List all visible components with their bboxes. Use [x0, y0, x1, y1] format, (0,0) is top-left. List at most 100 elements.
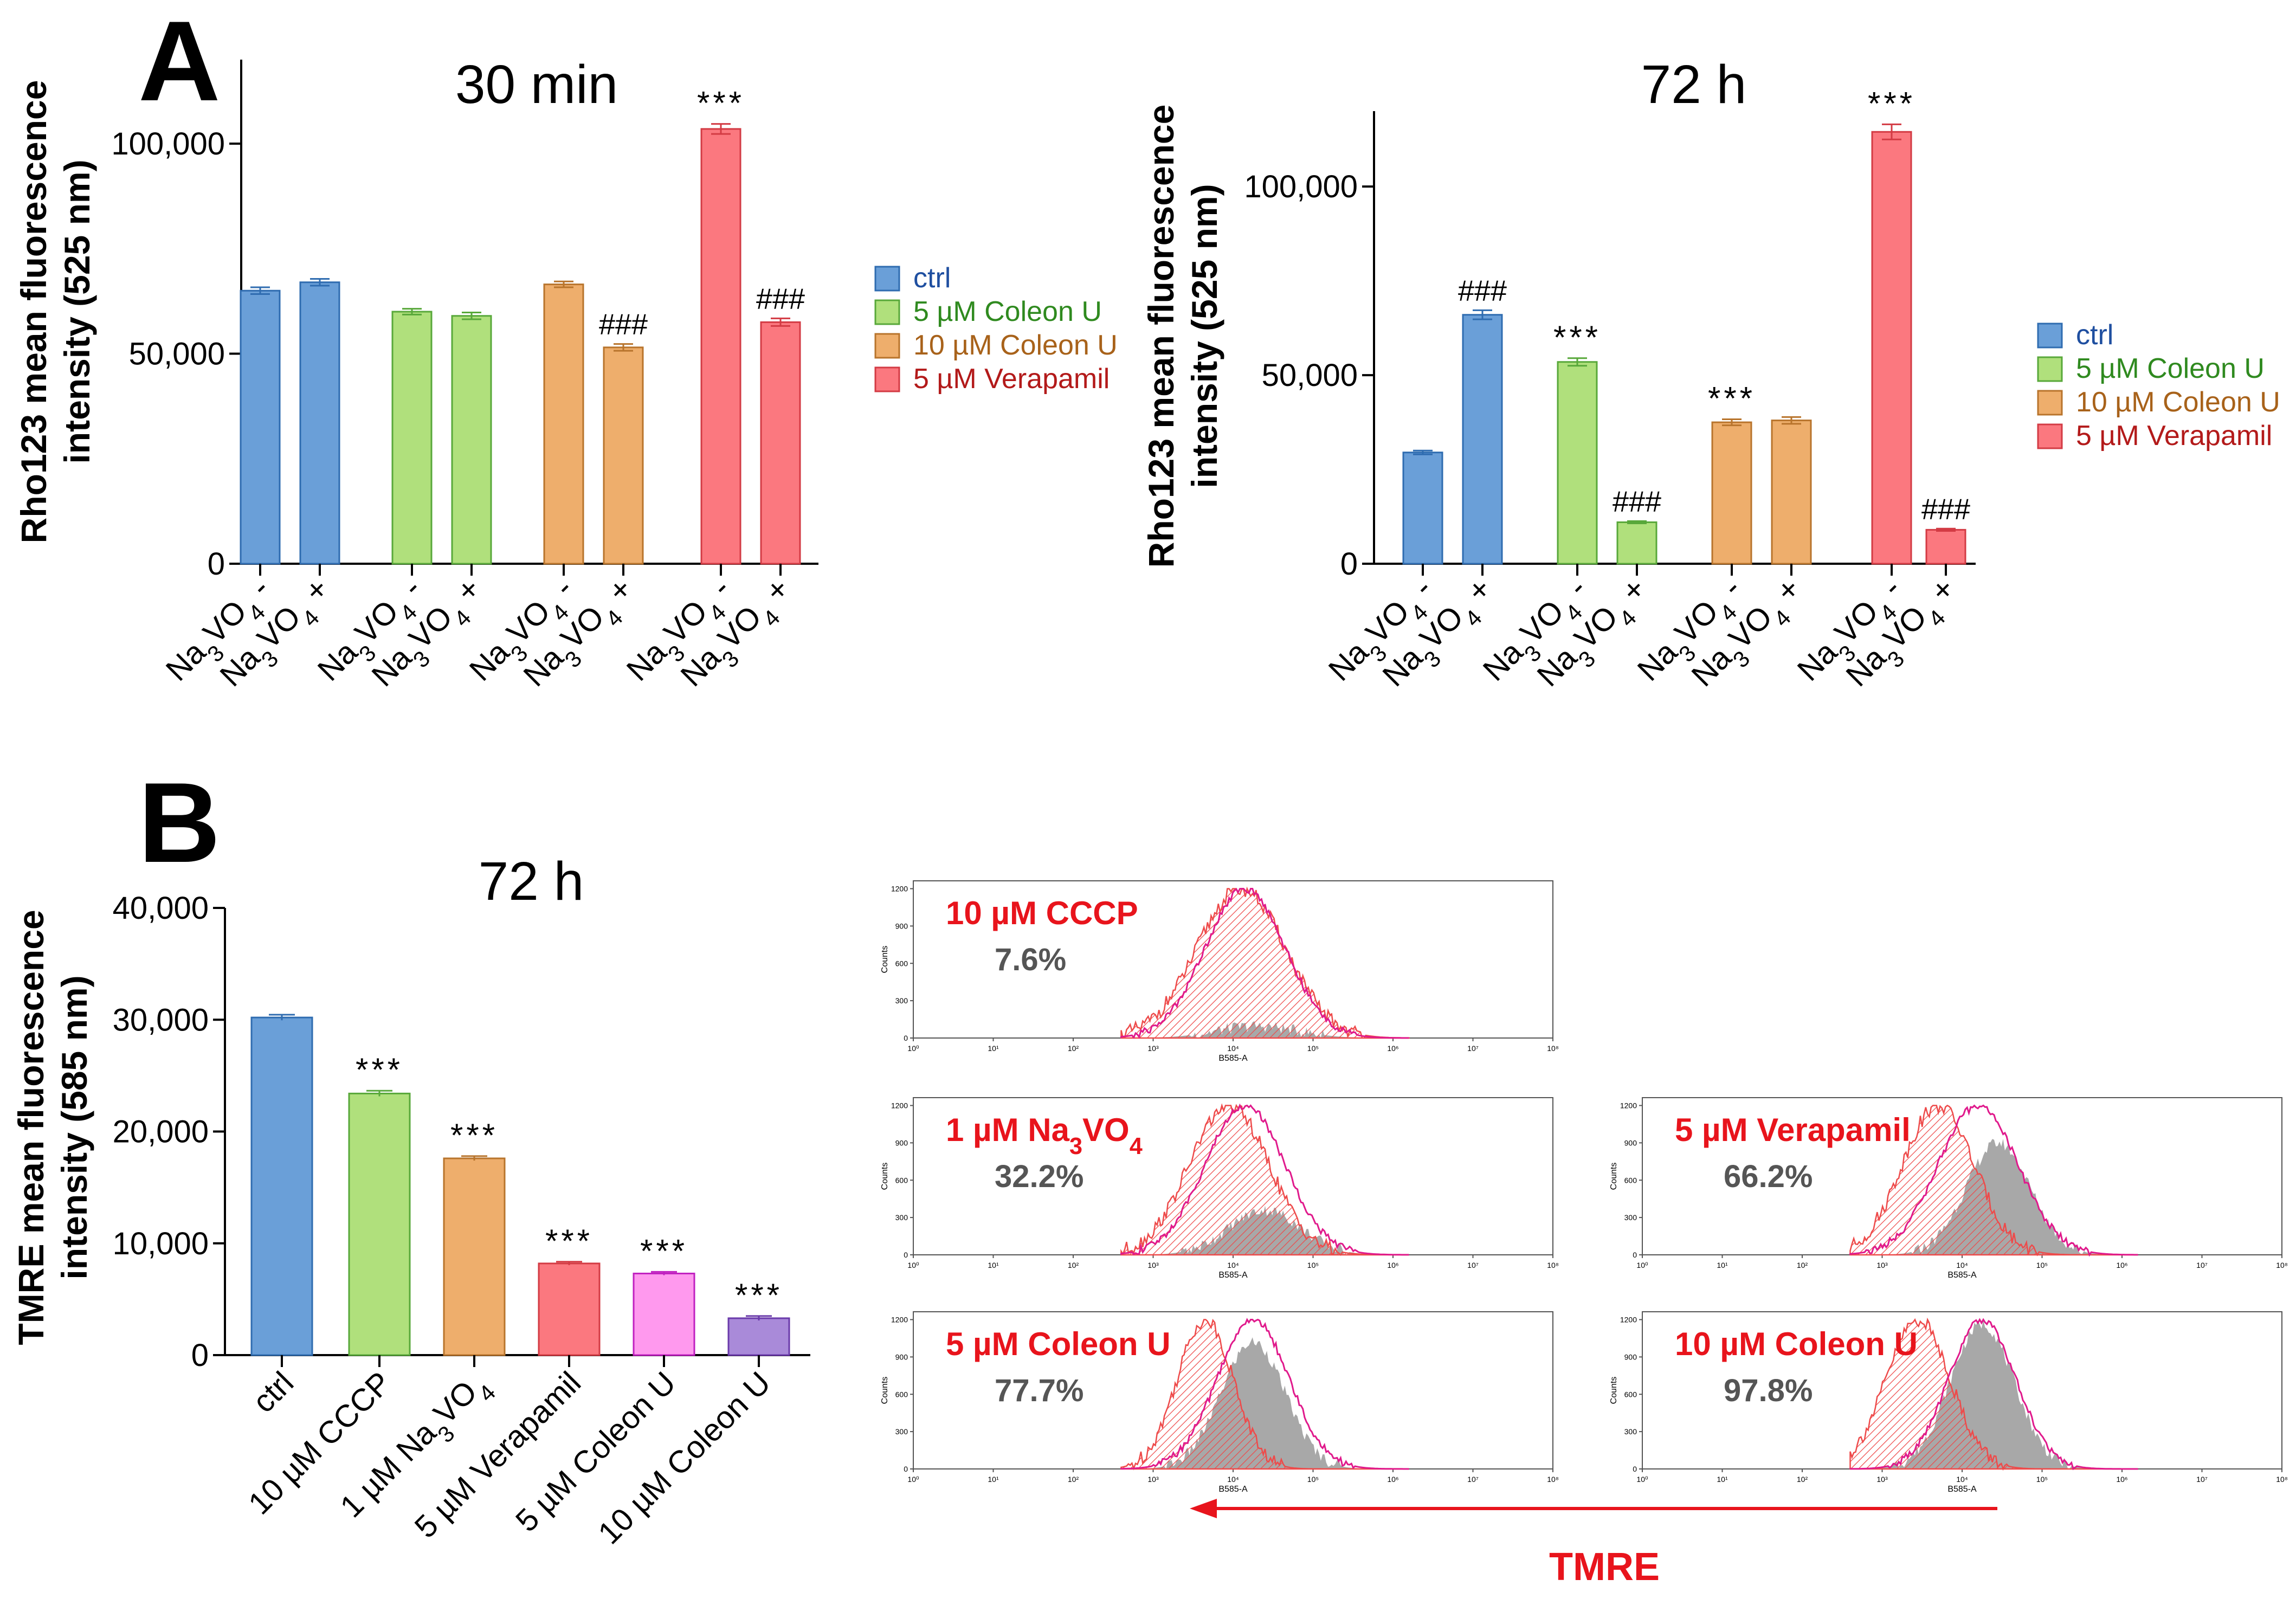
significance-stars: ***: [1553, 319, 1601, 356]
hist-x-tick-label: 10²: [1068, 1044, 1079, 1053]
bar: [1616, 521, 1657, 565]
hist-y-tick-label: 300: [895, 1213, 908, 1222]
hist-x-tick-label: 10⁶: [1387, 1044, 1398, 1053]
flow-histograms: 0 300 600 900 1200 Counts 10⁰ 10¹ 10² 10³ 10⁴ 10⁵ 10…: [880, 880, 2288, 1494]
hist-x-tick-label: 10⁸: [1547, 1475, 1559, 1484]
significance-stars: ***: [545, 1223, 593, 1259]
legend-swatch: [2037, 390, 2063, 416]
hist-magenta-curve: [1120, 888, 1409, 1039]
tmre-label: TMRE: [1549, 1545, 1660, 1589]
legend-swatch: [874, 266, 900, 292]
y-axis-title: Rho123 mean fluorescence: [1141, 105, 1181, 568]
legend-swatch: [2037, 323, 2063, 349]
chart-rho123-72h: 72 h 0 50,000 100,000 Rho123 mean fluorescen…: [1141, 54, 1976, 693]
hist-x-tick-label: 10⁷: [1467, 1261, 1479, 1269]
panel-letter-b: B: [138, 759, 221, 886]
hist-magenta-curve: [1120, 1103, 1409, 1256]
hist-magenta-curve: [1120, 1318, 1409, 1470]
hist-x-tick-label: 10⁷: [2196, 1261, 2208, 1269]
hist-label: 5 µM Coleon U: [946, 1326, 1171, 1362]
hist-x-tick-label: 10⁴: [1227, 1044, 1239, 1053]
y-tick-label: 0: [191, 1338, 209, 1373]
hist-x-tick-label: 10⁶: [2116, 1475, 2127, 1484]
bar: [240, 289, 281, 565]
y-axis-title: intensity (525 nm): [1184, 184, 1224, 488]
legend-label: 5 µM Verapamil: [2076, 420, 2272, 452]
legend-label: 10 µM Coleon U: [913, 330, 1118, 361]
hist-red-curve: [1120, 886, 1410, 1039]
hist-x-tick-label: 10¹: [1717, 1475, 1728, 1484]
histogram-h3: 0 300 600 900 1200 Counts 10⁰ 10¹ 10² 10³ 10⁴ 10⁵ 10…: [1609, 1097, 2288, 1280]
y-tick-label: 10,000: [113, 1226, 209, 1261]
hist-x-tick-label: 10⁸: [2276, 1475, 2288, 1484]
hist-x-tick-label: 10⁸: [1547, 1261, 1559, 1269]
hist-y-axis-title: Counts: [880, 1377, 889, 1404]
y-tick-label: 100,000: [111, 126, 225, 162]
significance-hash: ###: [1613, 485, 1661, 518]
hist-magenta-curve: [1849, 1318, 2138, 1471]
hist-percent: 7.6%: [995, 942, 1066, 977]
hist-y-axis-title: Counts: [1609, 1163, 1618, 1190]
hist-y-tick-label: 1200: [891, 1101, 908, 1110]
hist-y-tick-label: 1200: [891, 885, 908, 893]
y-tick-label: 0: [208, 546, 225, 582]
y-tick-label: 100,000: [1244, 169, 1358, 204]
legend-label: 10 µM Coleon U: [2076, 386, 2280, 418]
hist-x-axis-title: B585-A: [1947, 1485, 1977, 1494]
bar: [1402, 452, 1443, 565]
significance-stars: ***: [1868, 85, 1916, 121]
hist-x-tick-label: 10⁸: [2276, 1261, 2288, 1269]
bar: [543, 283, 584, 565]
chart-title: 72 h: [1641, 54, 1747, 115]
significance-hash: ###: [599, 308, 648, 341]
chart-title: 30 min: [455, 54, 618, 115]
bar: [451, 315, 492, 565]
hist-x-tick-label: 10⁶: [2116, 1261, 2127, 1269]
panel-letter-a: A: [138, 0, 221, 125]
bar: [1711, 421, 1752, 565]
bar: [443, 1157, 506, 1356]
chart-rho123-30min: 30 min 0 50,000 100,000 Rho123 mean fluoresc…: [14, 54, 818, 693]
hist-x-tick-label: 10²: [1068, 1261, 1079, 1269]
significance-stars: ***: [356, 1052, 403, 1088]
significance-hash: ###: [1458, 274, 1507, 307]
hist-x-tick-label: 10⁴: [1227, 1475, 1239, 1484]
x-tick-label: 5 µM Verapamil: [408, 1365, 588, 1545]
chart-title: 72 h: [479, 851, 584, 912]
bar: [1871, 131, 1912, 565]
significance-stars: ***: [735, 1277, 783, 1313]
legend-swatch: [874, 333, 900, 359]
hist-x-tick-label: 10³: [1147, 1261, 1159, 1269]
hist-y-tick-label: 900: [895, 1138, 908, 1147]
hist-x-tick-label: 10³: [1147, 1044, 1159, 1053]
hist-gray-fill: [1121, 1337, 1409, 1469]
bar: [1462, 314, 1503, 565]
bar: [391, 311, 433, 565]
hist-percent: 66.2%: [1724, 1159, 1813, 1194]
bar: [1557, 361, 1598, 565]
hist-y-tick-label: 600: [895, 1390, 908, 1398]
legend-label: 5 µM Coleon U: [2076, 353, 2265, 384]
hist-y-tick-label: 600: [1624, 1176, 1637, 1184]
hist-y-tick-label: 0: [904, 1465, 908, 1473]
chart-tmre-72h: 72 h 0 10,000 20,000 30,000 40,000 TMRE mean f…: [11, 851, 810, 1551]
hist-label: 5 µM Verapamil: [1675, 1112, 1911, 1148]
y-tick-label: 50,000: [1262, 358, 1358, 393]
hist-x-tick-label: 10²: [1068, 1475, 1079, 1484]
bar: [633, 1272, 695, 1356]
y-tick-label: 0: [1340, 546, 1358, 582]
hist-y-tick-label: 1200: [1620, 1101, 1637, 1110]
significance-stars: ***: [450, 1117, 498, 1153]
hist-y-tick-label: 900: [895, 1352, 908, 1361]
x-tick-label: 10 µM Coleon U: [591, 1365, 777, 1551]
hist-x-tick-label: 10⁵: [1307, 1044, 1319, 1053]
hist-x-tick-label: 10⁷: [1467, 1044, 1479, 1053]
hist-y-tick-label: 900: [1624, 1352, 1637, 1361]
hist-x-tick-label: 10⁰: [907, 1261, 919, 1269]
hist-percent: 32.2%: [995, 1159, 1083, 1194]
hist-x-tick-label: 10²: [1797, 1475, 1808, 1484]
hist-label: 1 µM Na3VO4: [946, 1112, 1143, 1159]
hist-x-tick-label: 10⁰: [1636, 1261, 1648, 1269]
